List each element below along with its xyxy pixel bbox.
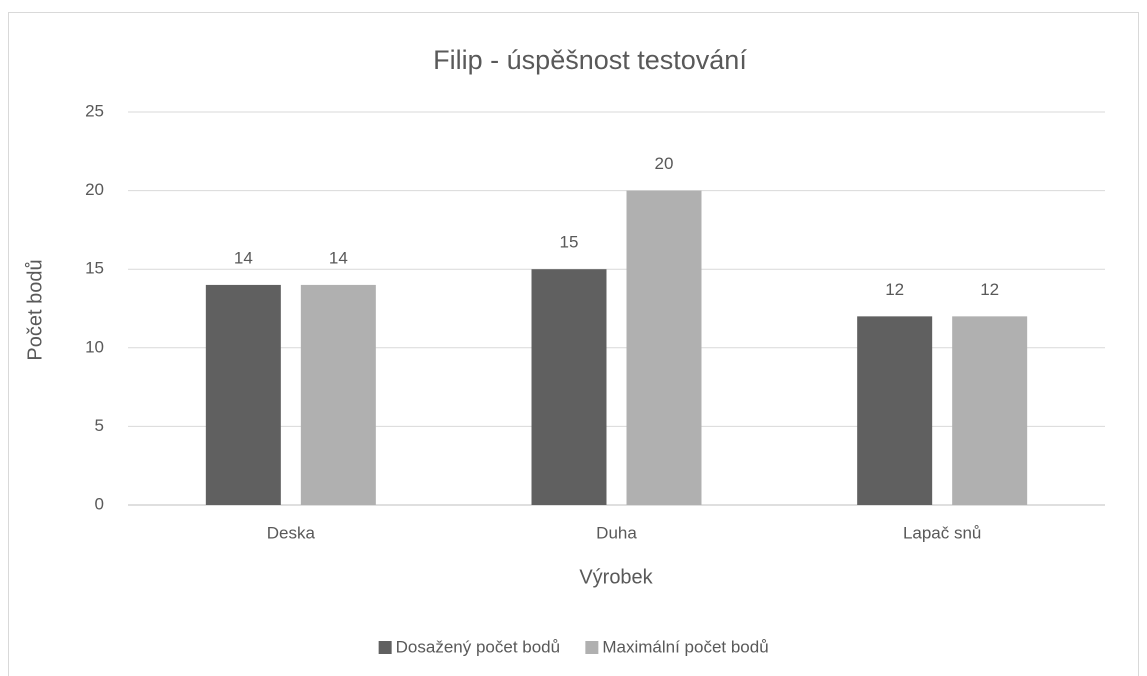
bar (300, 284, 376, 505)
bar (952, 316, 1028, 505)
data-label: 14 (329, 248, 348, 267)
y-tick-label: 25 (85, 101, 104, 120)
legend-label: Maximální počet bodů (602, 637, 768, 656)
data-label: 15 (560, 233, 579, 252)
y-tick-label: 10 (85, 337, 104, 356)
y-tick-label: 20 (85, 180, 104, 199)
y-tick-label: 5 (95, 416, 104, 435)
data-label: 20 (655, 154, 674, 173)
data-label: 12 (980, 280, 999, 299)
chart-title: Filip - úspěšnost testování (433, 45, 747, 75)
y-axis-label: Počet bodů (24, 259, 46, 360)
x-tick-label: Deska (267, 523, 316, 542)
legend-swatch (585, 641, 599, 654)
x-tick-label: Duha (596, 523, 637, 542)
legend-label: Dosažený počet bodů (396, 637, 560, 656)
bar (205, 284, 281, 505)
y-tick-label: 0 (95, 494, 104, 513)
bar (531, 269, 607, 505)
y-tick-label: 15 (85, 259, 104, 278)
bar (857, 316, 933, 505)
data-label: 14 (234, 248, 253, 267)
legend-swatch (378, 641, 392, 654)
x-tick-label: Lapač snů (903, 523, 981, 542)
data-label: 12 (885, 280, 904, 299)
x-axis-label: Výrobek (579, 566, 653, 588)
bar (626, 190, 702, 505)
